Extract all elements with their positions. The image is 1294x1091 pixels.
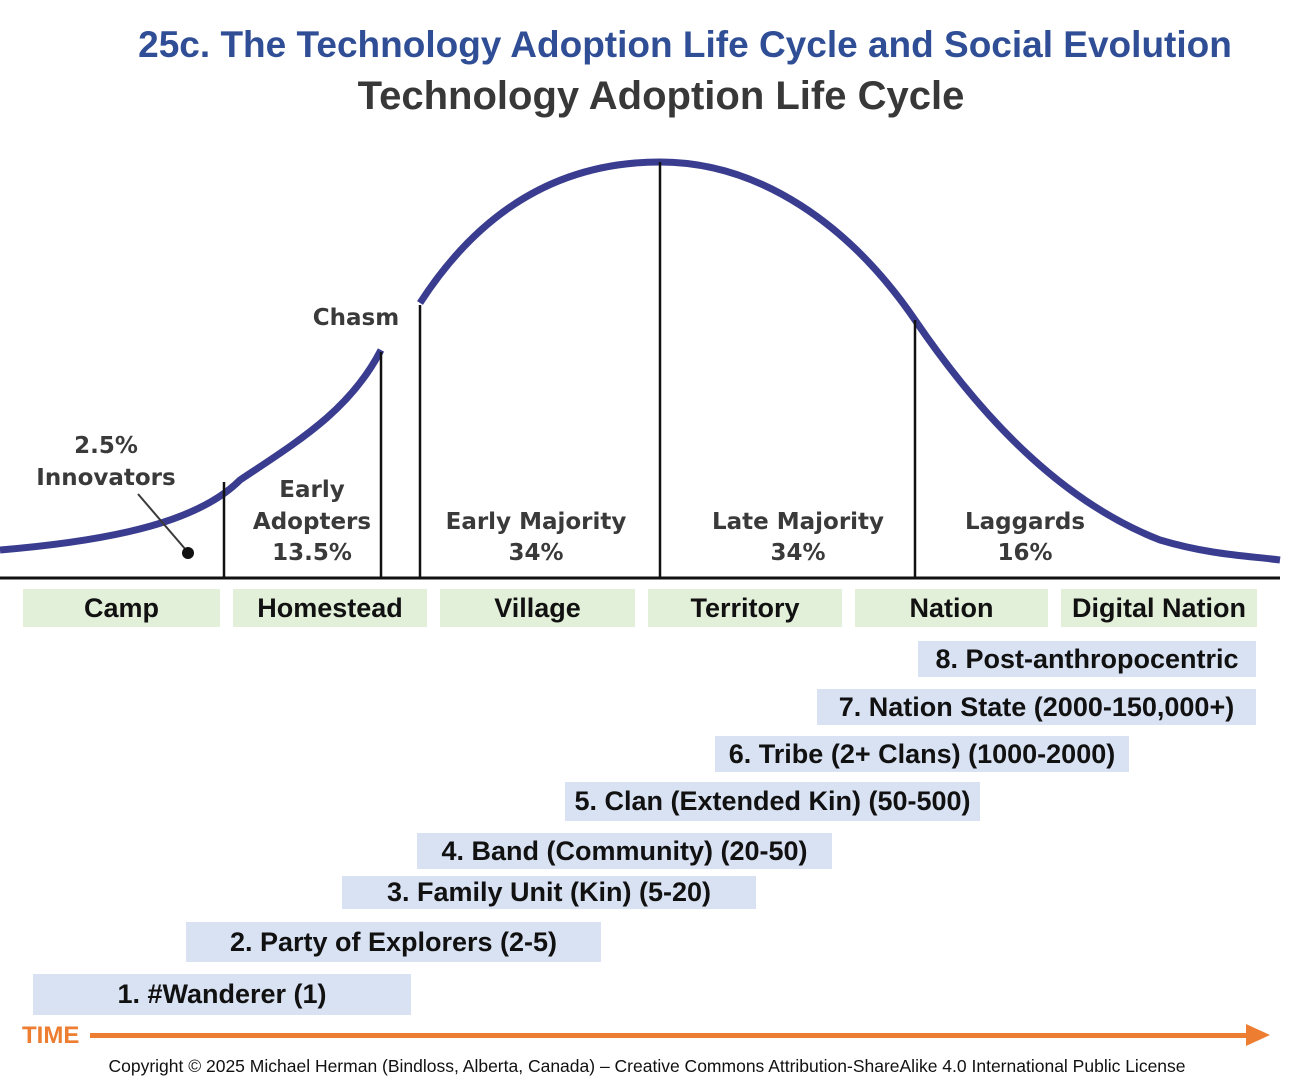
level-8-post-anthropocentric: 8. Post-anthropocentric (918, 641, 1256, 677)
stage-camp: Camp (23, 589, 220, 627)
time-axis-label: TIME (22, 1022, 80, 1049)
time-arrow-icon (1246, 1024, 1270, 1046)
diagram-subtitle: Technology Adoption Life Cycle (357, 74, 965, 118)
laggards-percent: 16% (997, 540, 1052, 566)
early-majority-percent: 34% (508, 540, 563, 566)
level-1-wanderer: 1. #Wanderer (1) (33, 974, 411, 1015)
adoption-curve-diagram: Chasm 2.5% Innovators Early Adopters 13.… (0, 158, 1281, 580)
level-6-tribe: 6. Tribe (2+ Clans) (1000-2000) (715, 736, 1129, 772)
chasm-label: Chasm (313, 305, 399, 331)
bell-curve-left (0, 348, 385, 554)
stage-territory: Territory (648, 589, 842, 627)
late-majority-label: Late Majority (712, 509, 884, 535)
level-3-family-unit: 3. Family Unit (Kin) (5-20) (342, 876, 756, 909)
late-majority-percent: 34% (770, 540, 825, 566)
level-5-clan: 5. Clan (Extended Kin) (50-500) (565, 782, 980, 821)
bell-curve-right (417, 158, 1281, 564)
innovators-percent: 2.5% (74, 433, 138, 459)
innovators-dot (182, 547, 194, 559)
page-title: 25c. The Technology Adoption Life Cycle … (138, 24, 1232, 65)
copyright-notice: Copyright © 2025 Michael Herman (Bindlos… (108, 1056, 1186, 1076)
time-axis-line (90, 1033, 1248, 1038)
innovators-label: Innovators (36, 465, 175, 491)
level-2-party-of-explorers: 2. Party of Explorers (2-5) (186, 922, 601, 962)
early-adopters-label-1: Early (279, 477, 344, 503)
stage-digital-nation: Digital Nation (1061, 589, 1257, 627)
innovators-pointer (137, 493, 187, 551)
early-adopters-percent: 13.5% (272, 540, 352, 566)
early-majority-label: Early Majority (446, 509, 627, 535)
level-7-nation-state: 7. Nation State (2000-150,000+) (817, 689, 1256, 725)
level-4-band: 4. Band (Community) (20-50) (417, 833, 832, 869)
stage-homestead: Homestead (233, 589, 427, 627)
stage-village: Village (440, 589, 635, 627)
early-adopters-label-2: Adopters (253, 509, 371, 535)
laggards-label: Laggards (965, 509, 1085, 535)
stage-nation: Nation (855, 589, 1048, 627)
